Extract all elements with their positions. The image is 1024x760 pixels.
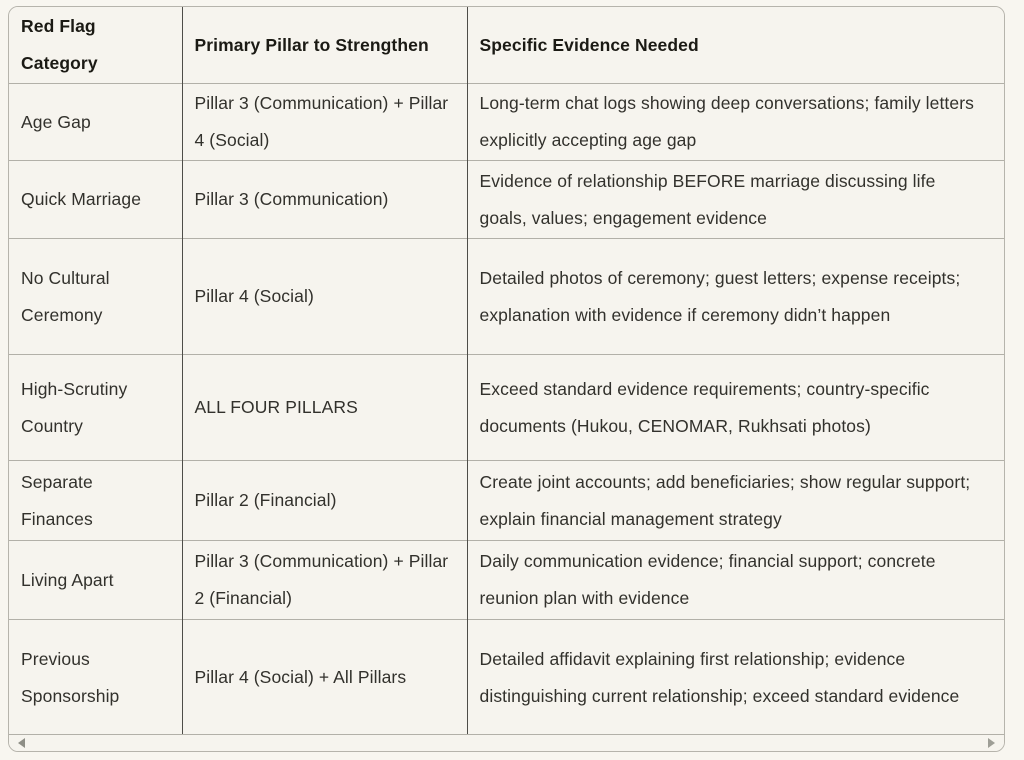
table-row: Quick Marriage Pillar 3 (Communication) … [9, 160, 1004, 239]
evidence-table: Red Flag Category Primary Pillar to Stre… [9, 7, 1004, 734]
category-cell: Separate Finances [9, 460, 183, 541]
category-cell: High-Scrutiny Country [9, 354, 183, 461]
evidence-cell: Long-term chat logs showing deep convers… [479, 93, 974, 150]
pillar-cell: Pillar 2 (Financial) [182, 460, 468, 541]
evidence-cell: Create joint accounts; add beneficiaries… [479, 471, 971, 529]
category-cell: No Cultural Ceremony [9, 238, 183, 355]
category-cell: Quick Marriage [9, 160, 183, 239]
evidence-cell: Daily communication evidence; financial … [479, 551, 936, 608]
table-body: Age Gap Pillar 3 (Communication) + Pilla… [9, 83, 1004, 734]
scroll-right-arrow-icon[interactable] [988, 738, 995, 748]
header-primary-pillar: Primary Pillar to Strengthen [182, 7, 468, 84]
table-row: Age Gap Pillar 3 (Communication) + Pilla… [9, 83, 1004, 161]
evidence-cell: Evidence of relationship BEFORE marriage… [479, 170, 936, 228]
header-row: Red Flag Category Primary Pillar to Stre… [9, 7, 1004, 84]
pillar-cell: Pillar 4 (Social) + All Pillars [182, 619, 468, 734]
horizontal-scrollbar[interactable] [9, 734, 1004, 751]
table-scroll-region[interactable]: Red Flag Category Primary Pillar to Stre… [9, 7, 1004, 734]
evidence-cell: Exceed standard evidence requirements; c… [479, 378, 930, 436]
table-widget: Red Flag Category Primary Pillar to Stre… [8, 6, 1005, 752]
evidence-cell: Detailed affidavit explaining first rela… [479, 648, 960, 706]
pillar-cell: ALL FOUR PILLARS [182, 354, 468, 461]
table-row: Previous Sponsorship Pillar 4 (Social) +… [9, 619, 1004, 734]
header-red-flag-category: Red Flag Category [9, 7, 183, 84]
evidence-cell: Detailed photos of ceremony; guest lette… [479, 267, 961, 325]
pillar-cell: Pillar 3 (Communication) + Pillar 2 (Fin… [182, 540, 468, 620]
scroll-left-arrow-icon[interactable] [18, 738, 25, 748]
category-cell: Previous Sponsorship [9, 619, 183, 734]
pillar-cell: Pillar 3 (Communication) + Pillar 4 (Soc… [182, 83, 468, 161]
table-row: High-Scrutiny Country ALL FOUR PILLARS E… [9, 354, 1004, 461]
table-row: No Cultural Ceremony Pillar 4 (Social) D… [9, 238, 1004, 355]
header-specific-evidence: Specific Evidence Needed [479, 34, 699, 55]
table-header: Red Flag Category Primary Pillar to Stre… [9, 7, 1004, 84]
table-row: Living Apart Pillar 3 (Communication) + … [9, 540, 1004, 620]
category-cell: Age Gap [9, 83, 183, 161]
pillar-cell: Pillar 3 (Communication) [182, 160, 468, 239]
category-cell: Living Apart [9, 540, 183, 620]
pillar-cell: Pillar 4 (Social) [182, 238, 468, 355]
table-row: Separate Finances Pillar 2 (Financial) C… [9, 460, 1004, 541]
